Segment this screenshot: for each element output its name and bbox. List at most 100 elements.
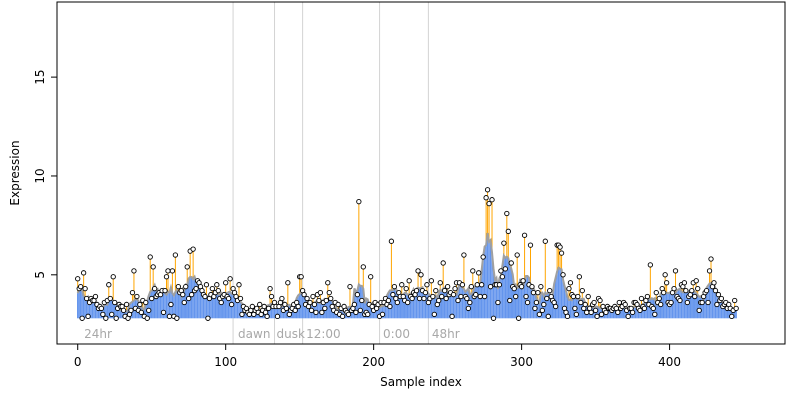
- data-point: [499, 274, 506, 280]
- data-point: [542, 238, 548, 244]
- data-point: [365, 311, 371, 317]
- data-point: [681, 280, 688, 286]
- data-point: [183, 284, 189, 290]
- data-point: [268, 293, 275, 300]
- data-point: [567, 280, 574, 286]
- data-point: [733, 305, 739, 312]
- data-point: [459, 282, 466, 288]
- data-point: [455, 297, 461, 304]
- data-point: [128, 307, 134, 314]
- data-point: [166, 313, 173, 319]
- data-point: [388, 238, 395, 244]
- data-point: [110, 274, 116, 280]
- data-point: [120, 307, 127, 314]
- data-point: [225, 295, 232, 302]
- data-point: [347, 284, 353, 290]
- data-point: [672, 268, 679, 274]
- data-point: [511, 285, 517, 292]
- data-point: [143, 299, 149, 306]
- data-point: [424, 282, 430, 288]
- data-point: [696, 307, 702, 314]
- data-point: [137, 301, 143, 308]
- data-point: [668, 299, 674, 306]
- data-point: [83, 295, 90, 302]
- data-point: [588, 309, 594, 316]
- data-point: [163, 274, 170, 280]
- data-point: [439, 293, 445, 300]
- data-point: [523, 293, 529, 300]
- data-point: [487, 284, 494, 290]
- data-point: [637, 307, 643, 314]
- data-point: [379, 311, 386, 317]
- data-point: [134, 293, 140, 300]
- data-point: [310, 293, 316, 300]
- data-point: [181, 299, 187, 306]
- data-point: [693, 278, 699, 284]
- data-point: [436, 297, 442, 304]
- data-point: [228, 301, 235, 308]
- data-point: [712, 287, 719, 294]
- phase-label: dawn: [238, 327, 270, 341]
- data-point: [449, 313, 455, 319]
- data-point: [78, 284, 84, 290]
- data-point: [533, 299, 540, 306]
- data-point: [450, 291, 457, 298]
- data-point: [592, 307, 599, 314]
- data-point: [541, 301, 547, 308]
- data-point: [468, 284, 474, 290]
- data-point: [433, 287, 439, 294]
- data-point: [403, 285, 409, 292]
- data-point: [189, 291, 195, 298]
- data-point: [705, 299, 711, 306]
- data-point: [585, 293, 591, 300]
- data-point: [257, 301, 263, 308]
- data-point: [656, 295, 662, 302]
- data-point: [311, 301, 318, 308]
- data-point: [106, 282, 112, 288]
- data-point: [214, 282, 220, 288]
- data-point: [502, 266, 508, 272]
- data-point: [339, 313, 346, 319]
- data-point: [652, 311, 658, 317]
- y-tick-label: 5: [33, 271, 47, 279]
- data-point: [147, 254, 153, 260]
- data-point: [524, 299, 531, 306]
- data-point: [285, 280, 291, 286]
- data-point: [292, 307, 298, 314]
- data-point: [326, 289, 332, 296]
- data-point: [308, 307, 315, 314]
- data-point: [193, 285, 199, 292]
- data-point: [442, 287, 448, 294]
- data-point: [729, 313, 735, 319]
- data-point: [100, 311, 106, 317]
- data-point: [683, 287, 689, 294]
- data-point: [387, 303, 393, 310]
- data-point: [465, 305, 471, 312]
- data-point: [529, 284, 535, 290]
- data-point: [578, 299, 584, 306]
- data-point: [215, 287, 221, 294]
- data-point: [711, 280, 717, 286]
- y-axis: 5 10 15: [33, 69, 58, 279]
- data-point: [264, 313, 270, 319]
- data-point: [150, 264, 156, 270]
- data-point: [129, 289, 136, 296]
- data-point: [579, 287, 585, 294]
- data-point: [467, 299, 473, 306]
- data-point: [703, 287, 710, 294]
- data-point: [218, 299, 224, 306]
- data-point: [474, 282, 480, 288]
- data-point: [496, 282, 503, 288]
- x-tick-label: 0: [74, 355, 82, 369]
- data-point: [573, 311, 580, 317]
- data-point: [477, 293, 483, 300]
- data-point: [431, 311, 437, 317]
- data-point: [113, 315, 119, 321]
- data-point: [223, 280, 229, 286]
- data-point: [319, 309, 325, 316]
- data-point: [131, 268, 137, 274]
- data-point: [479, 282, 485, 288]
- data-point: [353, 309, 359, 316]
- x-axis: 0 100 200 300 400: [74, 343, 681, 369]
- data-point: [391, 284, 398, 290]
